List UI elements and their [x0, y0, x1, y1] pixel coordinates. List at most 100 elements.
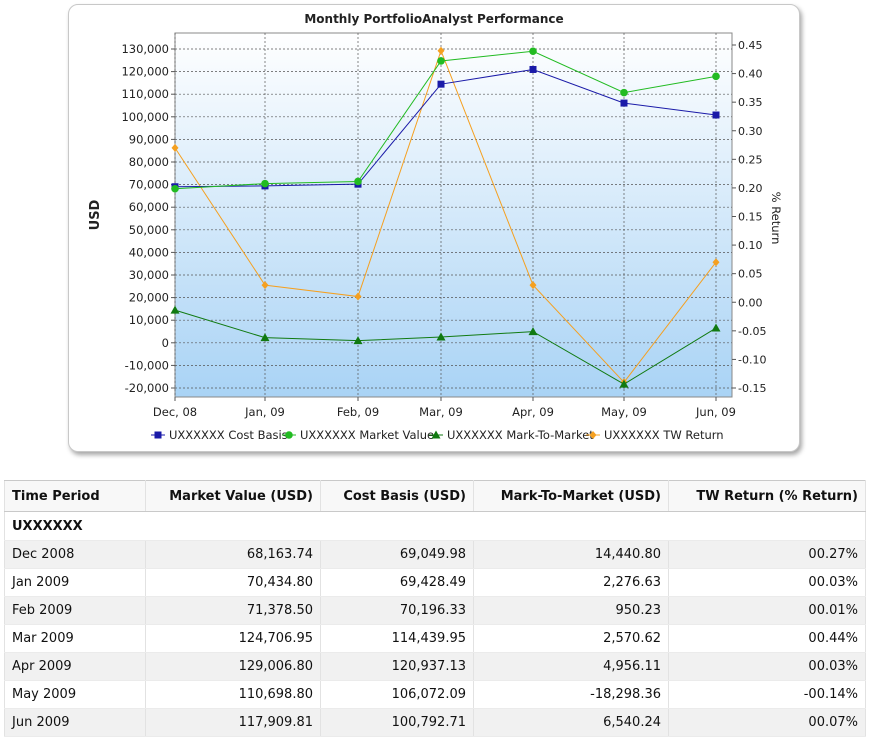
cell-tw-return: 00.01% [668, 596, 866, 625]
y-tick-label: 70,000 [129, 178, 169, 192]
data-point [437, 46, 445, 55]
data-point [712, 111, 720, 119]
data-point [354, 292, 362, 301]
cell-tw-return: 00.03% [668, 568, 866, 597]
cell-period: Jan 2009 [4, 568, 146, 597]
y-tick-label: -20,000 [125, 381, 169, 395]
table-row: Jan 2009 70,434.80 69,428.49 2,276.63 00… [4, 568, 866, 597]
cell-tw-return: 00.27% [668, 540, 866, 569]
cell-market-value: 129,006.80 [145, 652, 321, 681]
y-tick-label: 100,000 [121, 110, 169, 124]
y-tick-label: 110,000 [121, 87, 169, 101]
data-point [260, 333, 270, 342]
x-tick-label: Apr, 09 [512, 405, 554, 419]
header-market-value[interactable]: Market Value (USD) [145, 480, 321, 512]
table-row: May 2009 110,698.80 106,072.09 -18,298.3… [4, 680, 866, 709]
x-tick-label: May, 09 [601, 405, 647, 419]
y-tick-label: 40,000 [129, 245, 169, 259]
y2-tick-label: 0.25 [738, 153, 763, 166]
legend-marker [285, 431, 293, 439]
header-mark-to-market[interactable]: Mark-To-Market (USD) [473, 480, 669, 512]
legend-marker [589, 431, 597, 439]
table-row: Mar 2009 124,706.95 114,439.95 2,570.62 … [4, 624, 866, 653]
y-tick-label: 50,000 [129, 223, 169, 237]
legend-label: UXXXXXX TW Return [604, 428, 724, 442]
y-tick-label: 20,000 [129, 291, 169, 305]
y2-tick-label: 0.20 [738, 182, 763, 195]
data-point [712, 72, 720, 81]
y-tick-label: 130,000 [121, 42, 169, 56]
data-point [529, 47, 537, 56]
y-tick-label: 10,000 [129, 313, 169, 327]
cell-cost-basis: 106,072.09 [320, 680, 474, 709]
y2-tick-label: -0.15 [738, 382, 766, 395]
cell-mark-to-market: 14,440.80 [473, 540, 669, 569]
performance-chart: Monthly PortfolioAnalyst Performance 130,… [88, 12, 783, 442]
data-point [528, 327, 538, 336]
y2-tick-label: 0.00 [738, 296, 763, 309]
table-row: Feb 2009 71,378.50 70,196.33 950.23 00.0… [4, 596, 866, 625]
header-tw-return[interactable]: TW Return (% Return) [668, 480, 866, 512]
chart-title: Monthly PortfolioAnalyst Performance [304, 12, 563, 26]
cell-cost-basis: 100,792.71 [320, 708, 474, 737]
y2-tick-label: 0.10 [738, 239, 763, 252]
y2-tick-label: 0.15 [738, 211, 763, 224]
x-tick-label: Mar, 09 [419, 405, 463, 419]
legend-label: UXXXXXX Market Value [300, 428, 434, 442]
cell-cost-basis: 120,937.13 [320, 652, 474, 681]
y-tick-label: 60,000 [129, 200, 169, 214]
account-group-row: UXXXXXX [4, 511, 866, 541]
data-point [170, 305, 180, 314]
data-point [437, 80, 445, 88]
cell-mark-to-market: 950.23 [473, 596, 669, 625]
y-tick-label: -10,000 [125, 358, 169, 372]
data-point [712, 258, 720, 267]
cell-mark-to-market: 2,570.62 [473, 624, 669, 653]
x-tick-label: Jan, 09 [244, 405, 285, 419]
legend-label: UXXXXXX Cost Basis [169, 428, 288, 442]
header-time-period[interactable]: Time Period [4, 480, 146, 512]
cell-market-value: 71,378.50 [145, 596, 321, 625]
data-point [619, 379, 629, 388]
cell-market-value: 124,706.95 [145, 624, 321, 653]
cell-period: May 2009 [4, 680, 146, 709]
cell-mark-to-market: 4,956.11 [473, 652, 669, 681]
cell-period: Dec 2008 [4, 540, 146, 569]
table-row: Apr 2009 129,006.80 120,937.13 4,956.11 … [4, 652, 866, 681]
data-point [529, 281, 537, 290]
y2-tick-label: 0.05 [738, 268, 763, 281]
legend-marker [431, 430, 441, 439]
cell-tw-return: 00.07% [668, 708, 866, 737]
y-tick-label: 90,000 [129, 132, 169, 146]
data-point [711, 323, 721, 332]
y2-tick-label: 0.30 [738, 125, 763, 138]
data-point [620, 88, 628, 97]
table-header-row: Time Period Market Value (USD) Cost Basi… [4, 480, 866, 512]
table-row: Jun 2009 117,909.81 100,792.71 6,540.24 … [4, 708, 866, 737]
header-cost-basis[interactable]: Cost Basis (USD) [320, 480, 474, 512]
cell-cost-basis: 70,196.33 [320, 596, 474, 625]
cell-period: Feb 2009 [4, 596, 146, 625]
data-point [353, 336, 363, 345]
y2-axis-title: % Return [769, 192, 783, 245]
y-tick-label: 120,000 [121, 65, 169, 79]
cell-period: Mar 2009 [4, 624, 146, 653]
cell-cost-basis: 114,439.95 [320, 624, 474, 653]
cell-tw-return: 00.03% [668, 652, 866, 681]
x-tick-label: Dec, 08 [153, 405, 197, 419]
data-point [261, 281, 269, 290]
performance-table: Time Period Market Value (USD) Cost Basi… [4, 480, 866, 737]
y2-tick-label: 0.35 [738, 96, 763, 109]
data-point [436, 332, 446, 341]
cell-mark-to-market: 6,540.24 [473, 708, 669, 737]
x-tick-label: Feb, 09 [337, 405, 379, 419]
plot-area [174, 32, 733, 398]
cell-period: Jun 2009 [4, 708, 146, 737]
data-point [171, 143, 179, 152]
cell-market-value: 117,909.81 [145, 708, 321, 737]
cell-mark-to-market: 2,276.63 [473, 568, 669, 597]
y-tick-label: 80,000 [129, 155, 169, 169]
cell-cost-basis: 69,428.49 [320, 568, 474, 597]
data-point [437, 57, 445, 65]
y2-tick-label: -0.05 [738, 325, 766, 338]
